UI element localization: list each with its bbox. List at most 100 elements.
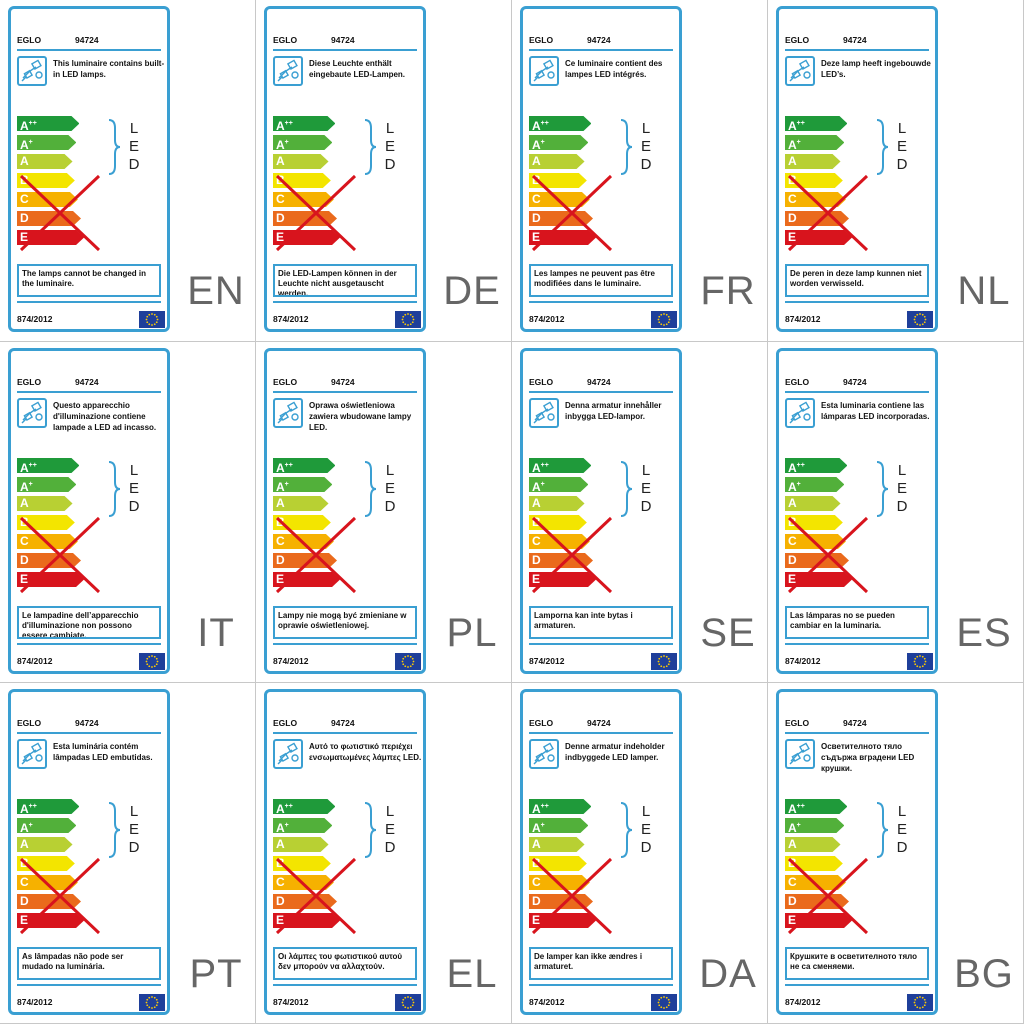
model-number: 94724	[331, 35, 355, 45]
brand-name: EGLO	[785, 718, 810, 728]
eu-flag-icon	[395, 311, 421, 328]
energy-class-letter: C	[20, 534, 29, 548]
model-number: 94724	[843, 35, 867, 45]
label-cell-da: EGLO 94724 Denne armatur indeholder indb…	[512, 683, 768, 1024]
energy-class-letter: C	[20, 192, 29, 206]
label-cell-pt: EGLO 94724 Esta luminária contém lâmpada…	[0, 683, 256, 1024]
label-cell-es: EGLO 94724 Esta luminaria contiene las l…	[768, 342, 1024, 683]
led-letter: D	[896, 839, 908, 856]
energy-class-plus: ++	[284, 462, 293, 469]
contains-led-text: Esta luminaria contiene las lámparas LED…	[821, 401, 930, 421]
energy-class-letter: A	[276, 837, 285, 851]
lamp-not-replaceable-text: Les lampes ne peuvent pas être modifiées…	[529, 264, 673, 297]
energy-class-plus: +	[540, 822, 545, 829]
energy-class-arrow: A+	[17, 135, 76, 150]
led-letter: E	[384, 480, 395, 497]
contains-led-text: Deze lamp heeft ingebouwde LED’s.	[821, 59, 931, 79]
lamp-icon	[529, 56, 559, 86]
lamp-not-replaceable-text: Lamporna kan inte bytas i armaturen.	[529, 606, 673, 639]
brand-name: EGLO	[273, 377, 298, 387]
language-code: SE	[700, 611, 756, 655]
cross-out-icon	[19, 857, 101, 935]
energy-label-card: EGLO 94724 Oprawa oświetleniowa zawiera …	[264, 348, 426, 674]
energy-class-plus: +	[540, 139, 545, 146]
brand-name: EGLO	[529, 718, 554, 728]
energy-class-letter: A	[276, 821, 285, 835]
led-letter: D	[896, 156, 908, 173]
model-number: 94724	[843, 377, 867, 387]
energy-class-arrow: A	[529, 154, 585, 169]
bottom-divider	[785, 643, 929, 645]
model-number: 94724	[843, 718, 867, 728]
brand-name: EGLO	[17, 718, 42, 728]
energy-class-letter: A	[276, 802, 285, 816]
model-number: 94724	[587, 35, 611, 45]
contains-led-text: Αυτό το φωτιστικό περιέχει ενσωματωμένες…	[309, 742, 422, 762]
energy-class-arrow: A+	[785, 818, 844, 833]
contains-led-text: Oprawa oświetleniowa zawiera wbudowane l…	[309, 401, 412, 432]
energy-class-arrow: A++	[17, 116, 79, 131]
energy-class-arrow: D	[529, 894, 593, 909]
curly-brace-icon	[108, 802, 121, 858]
energy-efficiency-scale: A++A+ABCDE LED	[273, 116, 395, 256]
contains-led-text: Denna armatur innehåller inbygga LED-lam…	[565, 401, 662, 421]
cross-out-icon	[787, 516, 869, 594]
energy-class-letter: A	[532, 119, 541, 133]
label-cell-nl: EGLO 94724 Deze lamp heeft ingebouwde LE…	[768, 0, 1024, 342]
energy-class-letter: E	[276, 572, 285, 586]
cross-out-icon	[19, 516, 101, 594]
energy-class-arrow: A	[17, 154, 73, 169]
lamp-not-replaceable-text: De lamper kan ikke ændres i armaturet.	[529, 947, 673, 980]
energy-class-letter: A	[20, 496, 29, 510]
eu-flag-icon	[651, 994, 677, 1011]
top-divider	[273, 49, 417, 51]
energy-class-arrow: E	[273, 230, 340, 245]
energy-class-arrow: D	[785, 894, 849, 909]
energy-class-letter: D	[20, 894, 29, 908]
model-number: 94724	[75, 35, 99, 45]
led-letter: L	[641, 120, 651, 137]
energy-class-arrow: D	[529, 211, 593, 226]
energy-class-letter: D	[276, 894, 285, 908]
energy-class-letter: D	[276, 211, 285, 225]
led-letter: E	[640, 138, 651, 155]
led-letter: D	[640, 498, 652, 515]
led-letter: E	[128, 821, 139, 838]
energy-label-card: EGLO 94724 Осветителното тяло съдържа вг…	[776, 689, 938, 1015]
energy-class-letter: A	[20, 837, 29, 851]
energy-class-letter: D	[20, 553, 29, 567]
top-divider	[17, 732, 161, 734]
led-letter: E	[640, 821, 651, 838]
energy-class-plus: +	[796, 822, 801, 829]
curly-brace-icon	[364, 802, 377, 858]
energy-class-arrow: A	[529, 496, 585, 511]
energy-class-letter: E	[276, 913, 285, 927]
bottom-divider	[273, 984, 417, 986]
model-number: 94724	[587, 718, 611, 728]
energy-label-card: EGLO 94724 Αυτό το φωτιστικό περιέχει εν…	[264, 689, 426, 1015]
eu-flag-icon	[651, 311, 677, 328]
energy-class-letter: E	[788, 230, 797, 244]
energy-class-plus: +	[28, 481, 33, 488]
energy-class-letter: A	[532, 821, 541, 835]
curly-brace-icon	[364, 119, 377, 175]
label-cell-bg: EGLO 94724 Осветителното тяло съдържа вг…	[768, 683, 1024, 1024]
bottom-divider	[529, 984, 673, 986]
led-letter: E	[128, 480, 139, 497]
regulation-number: 874/2012	[273, 656, 309, 666]
cross-out-icon	[275, 174, 357, 252]
energy-label-card: EGLO 94724 Deze lamp heeft ingebouwde LE…	[776, 6, 938, 332]
energy-class-arrow: A+	[17, 477, 76, 492]
energy-class-letter: A	[788, 821, 797, 835]
energy-class-arrow: A	[17, 837, 73, 852]
label-cell-el: EGLO 94724 Αυτό το φωτιστικό περιέχει εν…	[256, 683, 512, 1024]
energy-label-card: EGLO 94724 Ce luminaire contient des lam…	[520, 6, 682, 332]
energy-class-letter: C	[532, 192, 541, 206]
lamp-icon	[529, 398, 559, 428]
energy-label-card: EGLO 94724 Esta luminária contém lâmpada…	[8, 689, 170, 1015]
energy-class-arrow: E	[529, 913, 596, 928]
language-code: PL	[446, 611, 498, 655]
energy-class-letter: C	[532, 875, 541, 889]
model-number: 94724	[331, 377, 355, 387]
